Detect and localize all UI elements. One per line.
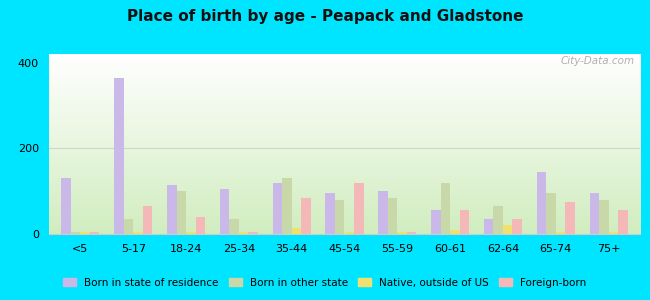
Bar: [512, 219, 522, 234]
Text: Place of birth by age - Peapack and Gladstone: Place of birth by age - Peapack and Glad…: [127, 9, 523, 24]
Bar: [186, 232, 196, 234]
Bar: [441, 183, 450, 234]
Bar: [599, 200, 608, 234]
Bar: [239, 232, 248, 234]
Bar: [124, 219, 133, 234]
Bar: [344, 232, 354, 234]
Bar: [90, 232, 99, 234]
Bar: [273, 183, 282, 234]
Bar: [493, 206, 503, 234]
Bar: [618, 210, 628, 234]
Bar: [608, 232, 618, 234]
Bar: [484, 219, 493, 234]
Bar: [407, 232, 416, 234]
Bar: [590, 193, 599, 234]
Bar: [229, 219, 239, 234]
Bar: [537, 172, 546, 234]
Bar: [335, 200, 344, 234]
Bar: [61, 178, 71, 234]
Bar: [431, 210, 441, 234]
Bar: [71, 232, 81, 234]
Bar: [143, 206, 152, 234]
Bar: [460, 210, 469, 234]
Bar: [546, 193, 556, 234]
Bar: [220, 189, 229, 234]
Bar: [114, 78, 124, 234]
Bar: [81, 232, 90, 234]
Bar: [167, 185, 177, 234]
Bar: [556, 232, 566, 234]
Bar: [177, 191, 186, 234]
Bar: [397, 232, 407, 234]
Bar: [388, 198, 397, 234]
Bar: [378, 191, 388, 234]
Bar: [196, 217, 205, 234]
Bar: [301, 198, 311, 234]
Text: City-Data.com: City-Data.com: [560, 56, 634, 66]
Bar: [248, 232, 258, 234]
Legend: Born in state of residence, Born in other state, Native, outside of US, Foreign-: Born in state of residence, Born in othe…: [59, 274, 591, 292]
Bar: [326, 193, 335, 234]
Bar: [292, 228, 301, 234]
Bar: [566, 202, 575, 234]
Bar: [503, 225, 512, 234]
Bar: [450, 230, 460, 234]
Bar: [133, 232, 143, 234]
Bar: [282, 178, 292, 234]
Bar: [354, 183, 363, 234]
